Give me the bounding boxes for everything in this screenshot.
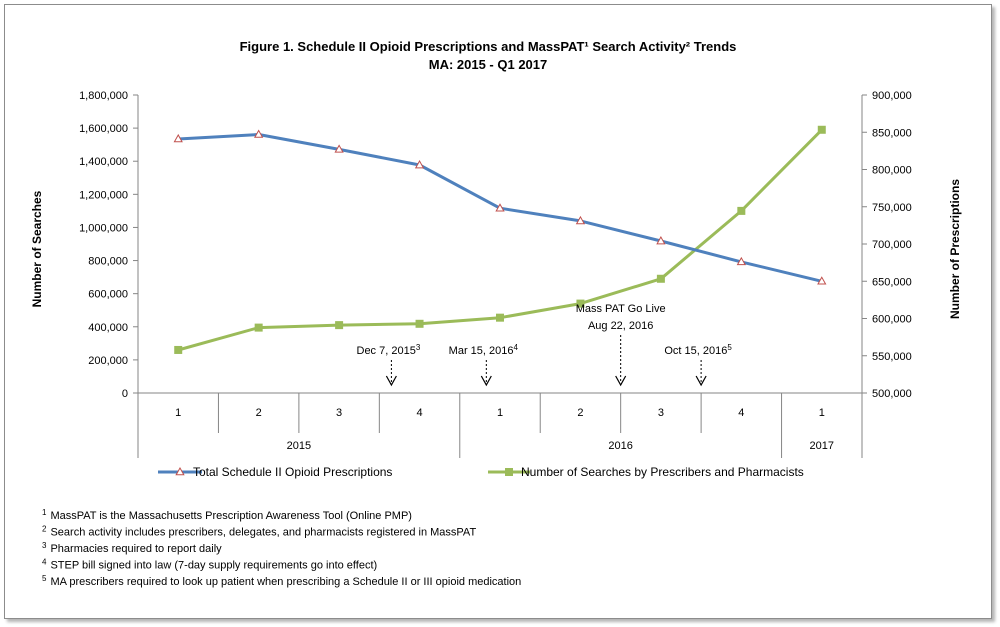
right-axis-title: Number of Prescriptions	[948, 179, 962, 319]
annotation-label: Dec 7, 20153	[357, 343, 421, 357]
right-y-tick-label: 550,000	[872, 351, 912, 363]
annotation-arrow	[480, 375, 492, 387]
right-y-tick-label: 850,000	[872, 127, 912, 139]
chart-subtitle: MA: 2015 - Q1 2017	[429, 57, 548, 72]
right-y-tick-label: 600,000	[872, 314, 912, 326]
footnote: 2 Search activity includes prescribers, d…	[42, 525, 476, 539]
searches-point	[656, 274, 665, 283]
footnote: 4 STEP bill signed into law (7-day supply…	[42, 558, 377, 572]
legend-prescriptions-marker	[175, 466, 185, 476]
quarter-label: 1	[175, 407, 181, 419]
left-axis-title: Number of Searches	[30, 190, 44, 307]
left-y-tick-label: 400,000	[88, 322, 128, 334]
prescriptions-point	[173, 133, 183, 143]
footnote: 3 Pharmacies required to report daily	[42, 541, 222, 555]
year-label: 2015	[287, 440, 311, 452]
prescriptions-point	[575, 215, 586, 225]
left-y-tick-label: 1,400,000	[79, 156, 128, 168]
legend-searches-label: Number of Searches by Prescribers and Ph…	[521, 465, 804, 479]
left-y-tick-label: 800,000	[88, 256, 128, 268]
left-y-tick-label: 0	[122, 388, 128, 400]
left-y-tick-label: 1,000,000	[79, 222, 128, 234]
chart-frame	[4, 4, 992, 619]
annotation-arrow	[615, 375, 627, 387]
quarter-label: 3	[336, 407, 342, 419]
prescriptions-point	[495, 203, 505, 212]
legend-prescriptions-label: Total Schedule II Opioid Prescriptions	[193, 465, 392, 479]
quarter-label: 1	[819, 407, 825, 419]
quarter-label: 2	[256, 407, 262, 419]
annotation-arrow	[385, 375, 397, 387]
searches-point	[254, 323, 263, 332]
annotation-label: Oct 15, 20165	[664, 343, 732, 357]
searches-point	[817, 125, 826, 134]
left-y-tick-label: 1,600,000	[79, 123, 128, 135]
searches-point	[335, 321, 344, 330]
quarter-label: 4	[738, 407, 744, 419]
right-y-tick-label: 500,000	[872, 388, 912, 400]
prescriptions-point	[414, 160, 425, 169]
searches-point	[174, 345, 183, 354]
prescriptions-point	[817, 276, 827, 285]
right-y-tick-label: 700,000	[872, 239, 912, 251]
searches-point	[737, 206, 746, 215]
prescriptions-point	[736, 256, 746, 266]
annotation-label: Mass PAT Go Live	[576, 303, 666, 315]
quarter-label: 3	[658, 407, 664, 419]
searches-point	[496, 313, 504, 322]
annotation-label: Aug 22, 2016	[588, 320, 653, 332]
prescriptions-point	[656, 235, 666, 245]
left-y-tick-label: 1,200,000	[79, 189, 128, 201]
prescriptions-point	[254, 129, 264, 138]
searches-point	[576, 299, 585, 308]
left-y-tick-label: 200,000	[88, 355, 128, 367]
annotation-label: Mar 15, 20164	[449, 343, 519, 357]
quarter-label: 4	[416, 407, 422, 419]
quarter-label: 1	[497, 407, 503, 419]
year-label: 2017	[810, 440, 834, 452]
left-y-tick-label: 1,800,000	[79, 90, 128, 102]
quarter-label: 2	[577, 407, 583, 419]
searches-point	[415, 319, 424, 328]
right-y-tick-label: 650,000	[872, 276, 912, 288]
chart-title: Figure 1. Schedule II Opioid Prescriptio…	[240, 39, 737, 54]
left-y-tick-label: 600,000	[88, 289, 128, 301]
year-label: 2016	[608, 440, 632, 452]
right-y-tick-label: 750,000	[872, 202, 912, 214]
right-y-tick-label: 900,000	[872, 90, 912, 102]
prescriptions-point	[334, 144, 344, 153]
legend-searches-marker	[505, 468, 513, 476]
footnote: 5 MA prescribers required to look up pati…	[42, 574, 521, 588]
right-y-tick-label: 800,000	[872, 165, 912, 177]
annotation-arrow	[695, 375, 707, 387]
footnote: 1 MassPAT is the Massachusetts Prescripti…	[42, 508, 412, 522]
